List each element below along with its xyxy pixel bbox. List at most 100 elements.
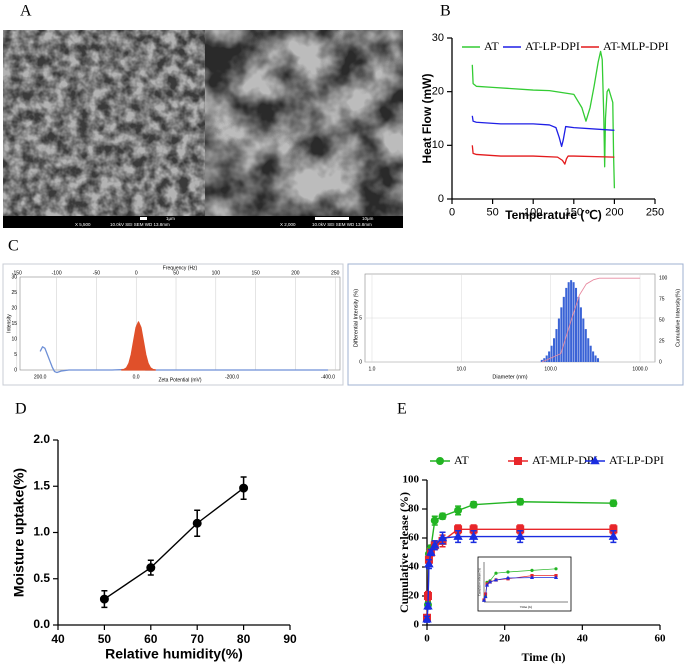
marker — [483, 594, 488, 599]
y2-axis-label: Cumulative Intensity(%) — [675, 289, 681, 347]
y-tick-label: 80 — [408, 503, 420, 515]
x-axis-label: Relative humidity(%) — [105, 646, 243, 662]
y-tick-label: 1.5 — [33, 478, 50, 492]
y-tick-label: 10 — [11, 336, 17, 342]
bar — [592, 351, 595, 362]
y-tick-label: 40 — [408, 561, 420, 573]
marker — [423, 600, 433, 610]
marker — [609, 499, 618, 508]
bar — [557, 318, 560, 362]
bar — [572, 282, 575, 362]
y-tick-label: 60 — [408, 532, 420, 544]
marker — [99, 594, 109, 604]
x2-tick-label: 150 — [251, 270, 260, 276]
marker — [437, 532, 448, 542]
panel-label: B — [440, 3, 451, 20]
y-tick-label: 30 — [11, 274, 17, 280]
bar — [596, 358, 600, 362]
x-tick-label: 50 — [98, 632, 112, 646]
sem-info-bar — [3, 216, 403, 228]
y-axis-label: Heat Flow (mW) — [420, 74, 434, 164]
x-tick-label: 90 — [283, 632, 297, 646]
y-tick-label: 0 — [359, 359, 362, 365]
marker — [484, 582, 490, 587]
x-tick-label: 150 — [565, 207, 583, 219]
bar — [567, 282, 570, 362]
bar — [594, 355, 597, 362]
legend-label: AT-LP-DPI — [609, 453, 664, 467]
y-axis-label: Intensity — [6, 314, 12, 333]
y2-tick-label: 100 — [659, 276, 668, 282]
bar — [565, 287, 568, 362]
scale-bar — [315, 217, 349, 220]
marker — [430, 516, 439, 525]
line — [104, 487, 245, 600]
y-tick-label: 0.5 — [33, 571, 50, 585]
bar — [553, 338, 556, 362]
bar — [574, 287, 578, 362]
y-tick-label: 2.0 — [33, 432, 50, 446]
x-axis-label: Time (h) — [521, 650, 565, 664]
panel-label: E — [397, 401, 407, 418]
x-tick-label: 60 — [144, 632, 158, 646]
scale-bar — [140, 217, 147, 220]
x2-tick-label: -50 — [93, 270, 100, 276]
legend-label: AT — [484, 39, 499, 53]
x-tick-label: 40 — [577, 632, 589, 644]
bar — [550, 345, 553, 362]
x2-tick-label: 0 — [135, 270, 138, 276]
marker — [505, 575, 511, 580]
y-tick-label: 25 — [11, 290, 17, 296]
marker — [468, 531, 479, 540]
x2-tick-label: -100 — [52, 270, 62, 276]
y2-tick-label: 25 — [659, 338, 665, 344]
legend-label: AT-MLP-DPI — [532, 453, 598, 467]
x-axis-label: Diameter (nm) — [492, 374, 527, 380]
x-tick-label: 200 — [605, 207, 623, 219]
x-tick-label: 100.0 — [544, 366, 557, 372]
x-tick-label: 70 — [191, 632, 205, 646]
bar — [548, 351, 551, 362]
y-tick-label: 20 — [432, 86, 444, 98]
x2-tick-label: 250 — [331, 270, 340, 276]
x-tick-label: 1000.0 — [632, 366, 648, 372]
legend-label: AT — [454, 453, 469, 467]
marker — [454, 506, 463, 515]
bar — [584, 329, 587, 362]
y2-tick-label: 0 — [659, 359, 662, 365]
sem-scale: 1μm — [166, 216, 175, 221]
area — [121, 321, 156, 371]
marker — [422, 613, 432, 623]
y-tick-label: 20 — [11, 305, 17, 311]
bar — [579, 307, 582, 362]
x2-tick-label: 50 — [173, 270, 179, 276]
sem-texture — [3, 30, 205, 216]
bar — [582, 318, 585, 362]
line — [541, 277, 640, 363]
marker — [481, 598, 487, 602]
bar — [577, 296, 580, 362]
marker — [506, 570, 510, 574]
zeta-frame — [2, 263, 344, 386]
y-tick-label: 100 — [403, 474, 420, 486]
x-tick-label: 80 — [237, 632, 251, 646]
y-tick-label: 5 — [14, 352, 17, 358]
marker — [493, 577, 499, 582]
panel-label: D — [15, 401, 27, 418]
x-tick-label: 250 — [646, 207, 664, 219]
x-axis-label: Temperature (℃) — [505, 208, 602, 222]
legend-marker — [590, 455, 600, 465]
y2-tick-label: 75 — [659, 296, 665, 302]
y2-tick-label: 50 — [659, 317, 665, 323]
y-tick-label: 0 — [414, 619, 420, 631]
marker — [529, 575, 535, 579]
x-tick-label: 1.0 — [369, 366, 376, 372]
y-axis-label: Cumulative release (%) — [397, 492, 411, 613]
marker — [487, 579, 493, 584]
y-tick-label: 30 — [432, 32, 444, 44]
legend-label: AT-LP-DPI — [525, 39, 580, 53]
y-axis-label: Differential Intensity (%) — [353, 289, 359, 347]
x-tick-label: -200.0 — [225, 374, 239, 380]
x-tick-label: 50 — [486, 207, 498, 219]
